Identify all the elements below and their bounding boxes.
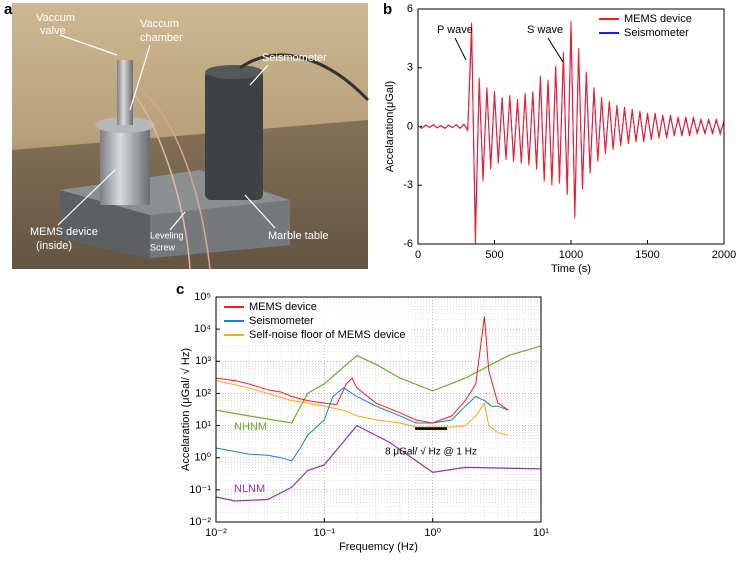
legend-label: Self-noise floor of MEMS device	[249, 329, 406, 341]
y-axis-label: Accelaration (μGal/ √ Hz)	[180, 348, 192, 471]
panel-label: c	[176, 281, 184, 298]
x-tick-label: 10¹	[533, 527, 549, 539]
legend-label: Seismometer	[249, 315, 314, 327]
y-tick-label: 10³	[195, 355, 211, 367]
reference-curve	[215, 424, 542, 502]
y-tick-label: 10⁻²	[189, 516, 211, 528]
x-axis-label: Time (s)	[551, 263, 591, 275]
photo-annotation: chamber	[140, 32, 183, 44]
y-tick-label: 10⁵	[194, 291, 211, 303]
seismometer-body	[205, 70, 263, 200]
legend-box	[220, 300, 410, 344]
series-line	[215, 316, 509, 424]
reference-label: NHNM	[234, 421, 267, 433]
y-tick-label: -6	[403, 238, 413, 250]
vacuum-valve	[117, 60, 133, 125]
y-tick-label: 10⁰	[194, 452, 211, 464]
panel-label: b	[383, 1, 392, 18]
photo-annotation: Leveling	[150, 230, 184, 240]
x-tick-label: 10⁰	[424, 527, 441, 539]
photo-annotation: Marble table	[268, 230, 329, 242]
photo-annotation: MEMS device	[30, 226, 98, 238]
photo-annotation: Vaccum	[140, 18, 179, 30]
y-axis-label: Accelaration(μGal)	[384, 81, 396, 172]
x-tick-label: 10⁻¹	[313, 527, 335, 539]
annotation: P wave	[437, 24, 473, 36]
series-line	[215, 380, 509, 436]
legend-label: MEMS device	[624, 13, 692, 25]
photo-arrows	[57, 34, 276, 231]
marble-table-side	[60, 190, 150, 258]
legend-label: Seismometer	[624, 27, 689, 39]
y-tick-label: 3	[407, 62, 413, 74]
plot-frame	[417, 8, 725, 245]
vacuum-chamber	[100, 125, 150, 205]
x-tick-label: 1000	[559, 249, 583, 261]
x-axis-label: Frequemcy (Hz)	[339, 541, 418, 553]
y-tick-label: 10¹	[195, 419, 211, 431]
series-line	[215, 387, 509, 462]
x-tick-label: 500	[485, 249, 503, 261]
y-tick-label: 10⁻¹	[189, 484, 211, 496]
plot-frame	[215, 296, 542, 523]
photo-annotation: Vaccum	[36, 12, 75, 24]
photo-annotation: Screw	[150, 242, 176, 252]
marble-table-front	[150, 200, 290, 258]
x-tick-label: 2000	[712, 249, 736, 261]
wire	[139, 89, 211, 270]
photo-annotation: valve	[40, 25, 66, 37]
x-tick-label: 10⁻²	[205, 527, 227, 539]
y-tick-label: 10⁴	[194, 323, 211, 335]
panel-label: a	[4, 1, 13, 18]
y-tick-label: 6	[407, 3, 413, 15]
photo-annotation: Seismometer	[262, 52, 327, 64]
x-tick-label: 1500	[635, 249, 659, 261]
annotation: S wave	[527, 24, 563, 36]
y-tick-label: 10²	[195, 387, 211, 399]
annotation: 8 μGal/ √ Hz @ 1 Hz	[385, 446, 477, 458]
seismometer-top	[205, 65, 263, 79]
annotation-arrow	[454, 37, 467, 61]
photo-annotation: (inside)	[36, 240, 72, 252]
y-tick-label: -3	[403, 179, 413, 191]
photo	[12, 3, 370, 270]
wire	[134, 94, 191, 270]
cable	[239, 53, 370, 102]
reference-label: NLNM	[234, 483, 265, 495]
y-tick-label: 0	[407, 120, 413, 132]
reference-curve	[215, 345, 542, 424]
x-tick-label: 0	[415, 249, 421, 261]
legend-label: MEMS device	[249, 301, 317, 313]
series-line	[417, 20, 725, 245]
annotation-arrow	[547, 37, 564, 63]
